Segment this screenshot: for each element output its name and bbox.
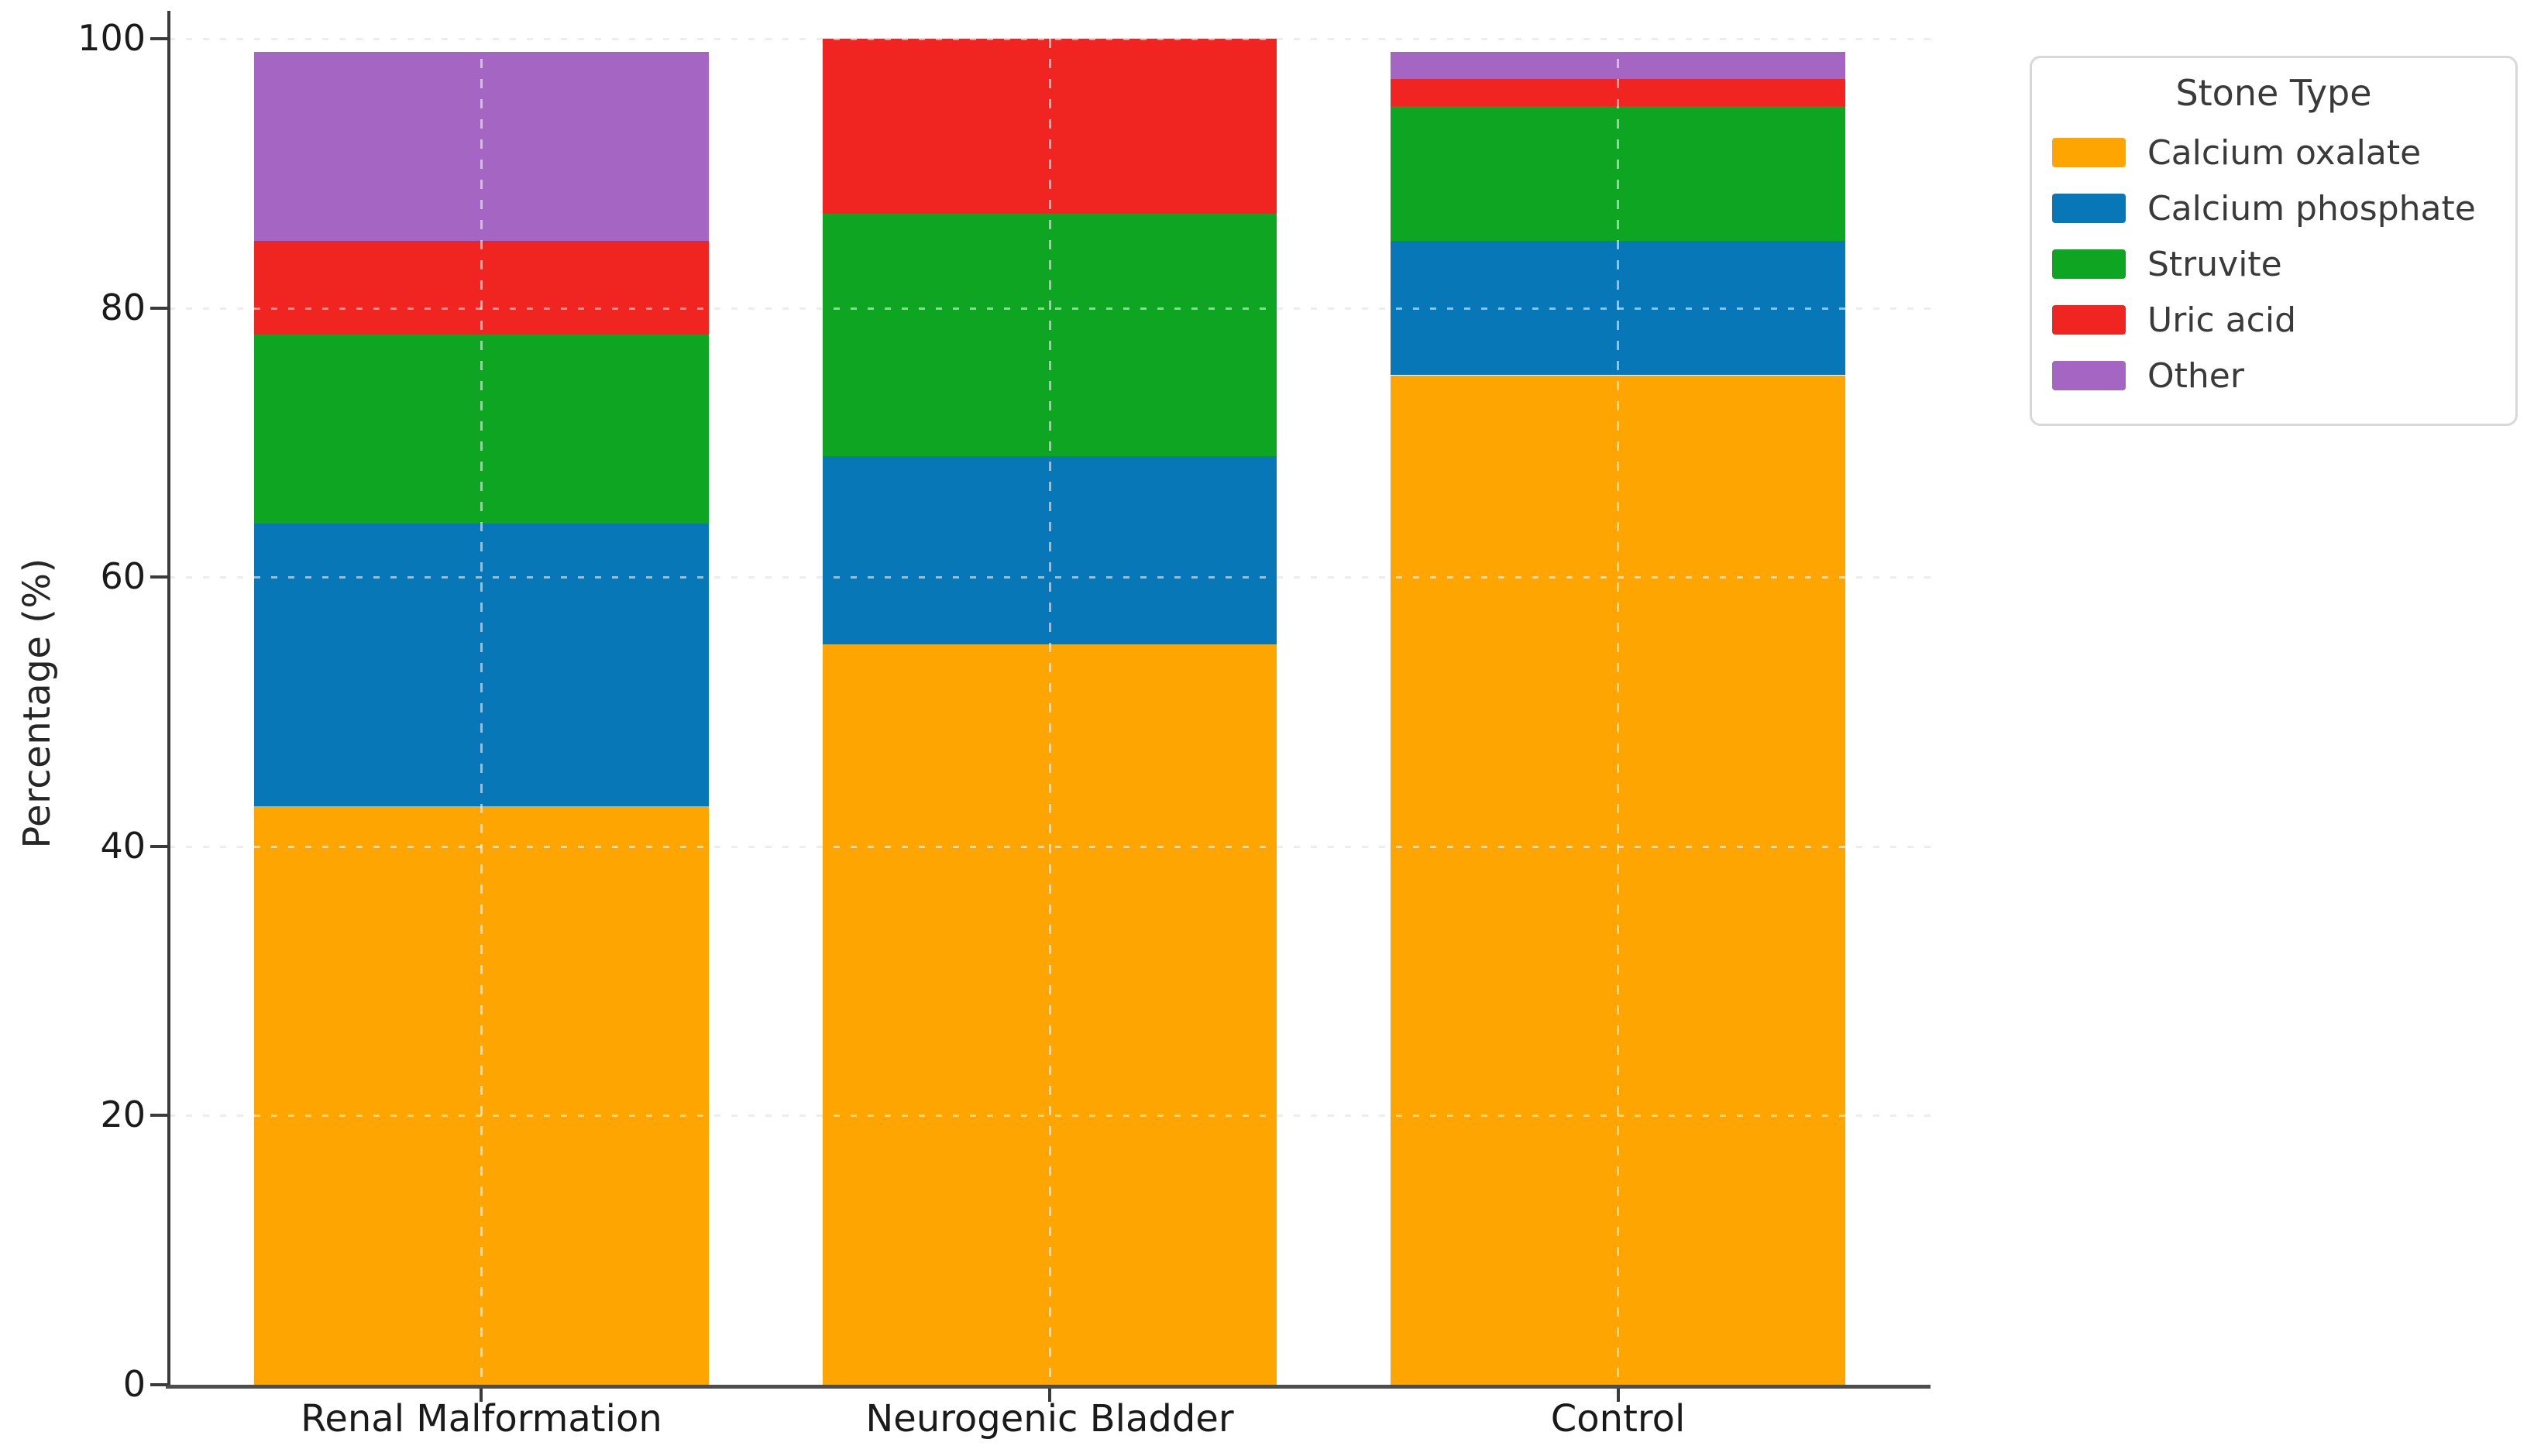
x-tick-0 bbox=[480, 1386, 483, 1402]
legend-entry-struvite: Struvite bbox=[2032, 236, 2515, 292]
y-tick-80 bbox=[150, 306, 167, 310]
y-tick-20 bbox=[150, 1114, 167, 1118]
y-tick-60 bbox=[150, 575, 167, 579]
legend-label: Struvite bbox=[2147, 244, 2282, 284]
legend-label: Calcium oxalate bbox=[2147, 132, 2422, 173]
y-tick-label-40: 40 bbox=[100, 824, 146, 867]
gridline-x-1 bbox=[1048, 39, 1051, 1385]
legend-label: Uric acid bbox=[2147, 300, 2297, 340]
y-tick-label-20: 20 bbox=[100, 1094, 146, 1136]
legend-title: Stone Type bbox=[2175, 72, 2372, 114]
y-tick-label-80: 80 bbox=[100, 286, 146, 328]
legend-entry-calcium-phosphate: Calcium phosphate bbox=[2032, 180, 2515, 236]
y-tick-label-0: 0 bbox=[122, 1363, 146, 1405]
y-tick-label-100: 100 bbox=[77, 17, 146, 59]
legend-swatch-icon bbox=[2052, 138, 2126, 167]
gridline-x-2 bbox=[1617, 39, 1620, 1385]
legend-swatch-icon bbox=[2052, 194, 2126, 223]
legend-swatch-icon bbox=[2052, 305, 2126, 335]
legend: Stone Type Calcium oxalate Calcium phosph… bbox=[2030, 56, 2518, 426]
x-tick-label-1: Neurogenic Bladder bbox=[865, 1397, 1234, 1441]
legend-entries: Calcium oxalate Calcium phosphate Struvite… bbox=[2032, 125, 2515, 403]
x-tick-2 bbox=[1616, 1386, 1620, 1402]
legend-entry-calcium-oxalate: Calcium oxalate bbox=[2032, 125, 2515, 180]
bottom-spine bbox=[166, 1385, 1930, 1389]
legend-entry-other: Other bbox=[2032, 348, 2515, 403]
legend-entry-uric-acid: Uric acid bbox=[2032, 292, 2515, 348]
legend-label: Other bbox=[2147, 355, 2244, 396]
legend-swatch-icon bbox=[2052, 249, 2126, 279]
left-spine bbox=[167, 11, 170, 1388]
y-tick-40 bbox=[150, 844, 167, 848]
x-tick-label-0: Renal Malformation bbox=[301, 1397, 662, 1441]
legend-swatch-icon bbox=[2052, 361, 2126, 390]
legend-label: Calcium phosphate bbox=[2147, 188, 2476, 228]
x-tick-label-2: Control bbox=[1550, 1397, 1686, 1441]
x-tick-1 bbox=[1048, 1386, 1051, 1402]
y-tick-100 bbox=[150, 37, 167, 40]
y-tick-0 bbox=[150, 1383, 167, 1386]
y-tick-label-60: 60 bbox=[100, 555, 146, 598]
gridline-x-0 bbox=[480, 39, 483, 1385]
